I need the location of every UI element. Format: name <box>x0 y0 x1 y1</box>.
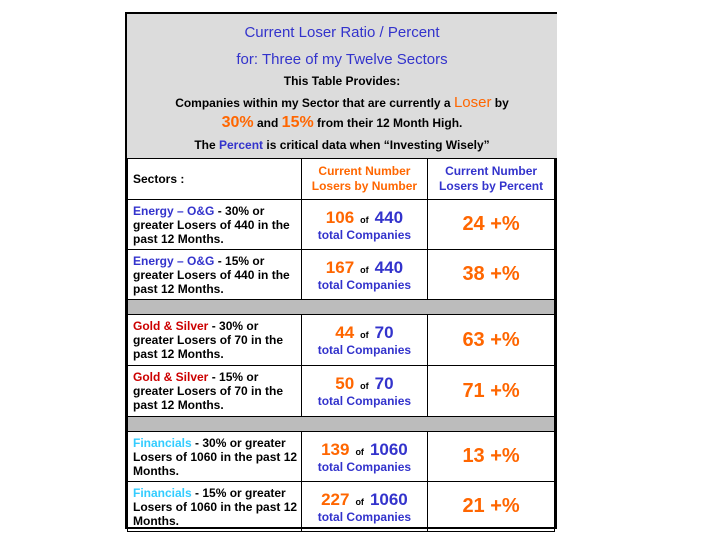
description-line-1: Companies within my Sector that are curr… <box>127 94 557 111</box>
losers-count: 44 <box>335 323 355 342</box>
number-cell: 50 of 70 total Companies <box>300 365 429 417</box>
col-header-sectors: Sectors : <box>127 158 302 200</box>
loser-percent: 13 +% <box>462 445 520 467</box>
description-text: Companies within my Sector that are curr… <box>175 96 454 110</box>
and-word: and <box>253 116 282 130</box>
total-count: 440 <box>374 207 404 227</box>
total-label: total Companies <box>317 227 412 242</box>
sector-desc: - 15% or greater Losers of 70 in the pas… <box>133 370 284 412</box>
the-word: The <box>194 138 219 152</box>
number-cell: 167 of 440 total Companies <box>300 249 429 300</box>
sector-name: Financials <box>133 485 192 500</box>
total-count: 70 <box>374 323 394 342</box>
total-label: total Companies <box>317 459 412 474</box>
table-row: Financials - 15% or greater Losers of 10… <box>127 481 555 532</box>
of-word: of <box>360 330 369 340</box>
sector-cell: Gold & Silver - 30% or greater Losers of… <box>127 314 302 366</box>
col-header-by-number: Current Number Losers by Number <box>300 158 429 200</box>
number-cell: 139 of 1060 total Companies <box>300 431 429 482</box>
sector-cell: Financials - 30% or greater Losers of 10… <box>127 431 302 482</box>
losers-count: 50 <box>335 374 355 393</box>
row-separator <box>127 299 555 315</box>
total-label: total Companies <box>317 277 412 292</box>
total-count: 440 <box>374 257 404 277</box>
sector-cell: Gold & Silver - 15% or greater Losers of… <box>127 365 302 417</box>
sector-cell: Financials - 15% or greater Losers of 10… <box>127 481 302 532</box>
total-label: total Companies <box>317 509 412 524</box>
sector-desc: - 30% or greater Losers of 440 in the pa… <box>133 203 290 246</box>
twelve-month-text: from their 12 Month High. <box>313 116 463 130</box>
description-line-2: 30% and 15% from their 12 Month High. <box>127 114 557 132</box>
total-label: total Companies <box>317 343 412 357</box>
of-word: of <box>355 446 364 457</box>
percent-cell: 38 +% <box>427 249 555 300</box>
sector-name: Energy – O&G <box>133 203 215 218</box>
loser-table: Sectors : Current Number Losers by Numbe… <box>127 158 555 532</box>
total-count: 1060 <box>369 439 408 459</box>
losers-count: 106 <box>325 207 355 227</box>
losers-count: 227 <box>321 489 350 509</box>
number-cell: 44 of 70 total Companies <box>300 314 429 366</box>
description-by: by <box>491 96 509 110</box>
loser-ratio-slide: Current Loser Ratio / Percent for: Three… <box>125 12 557 532</box>
title-line-1: Current Loser Ratio / Percent <box>244 24 440 41</box>
total-count: 70 <box>374 374 394 393</box>
sector-name: Gold & Silver <box>133 319 209 333</box>
number-cell: 227 of 1060 total Companies <box>300 481 429 532</box>
number-cell: 106 of 440 total Companies <box>300 199 429 250</box>
table-row: Financials - 30% or greater Losers of 10… <box>127 431 555 482</box>
loser-percent: 71 +% <box>462 379 520 402</box>
description-line-3: The Percent is critical data when “Inves… <box>127 138 557 152</box>
table-row: Gold & Silver - 15% or greater Losers of… <box>127 365 555 417</box>
loser-percent: 24 +% <box>462 213 520 235</box>
sector-desc: - 30% or greater Losers of 70 in the pas… <box>133 319 284 361</box>
percent-cell: 21 +% <box>427 481 555 532</box>
table-header-row: Sectors : Current Number Losers by Numbe… <box>127 158 555 200</box>
sector-cell: Energy – O&G - 15% or greater Losers of … <box>127 249 302 300</box>
table-row: Energy – O&G - 30% or greater Losers of … <box>127 199 555 250</box>
critical-text: is critical data when “Investing Wisely” <box>263 138 490 152</box>
pct-15: 15% <box>281 114 314 131</box>
percent-cell: 24 +% <box>427 199 555 250</box>
loser-percent: 21 +% <box>462 495 520 517</box>
percent-cell: 71 +% <box>427 365 555 417</box>
sector-desc: - 30% or greater Losers of 1060 in the p… <box>133 435 298 478</box>
table-row: Energy – O&G - 15% or greater Losers of … <box>127 249 555 300</box>
pct-30: 30% <box>221 114 254 131</box>
sector-name: Gold & Silver <box>133 370 209 384</box>
sector-desc: - 15% or greater Losers of 1060 in the p… <box>133 485 298 528</box>
intro-line: This Table Provides: <box>283 74 401 88</box>
sector-name: Financials <box>133 435 192 450</box>
row-separator <box>127 416 555 432</box>
percent-cell: 13 +% <box>427 431 555 482</box>
loser-percent: 63 +% <box>462 328 520 351</box>
of-word: of <box>360 381 369 391</box>
percent-cell: 63 +% <box>427 314 555 366</box>
total-count: 1060 <box>369 489 408 509</box>
of-word: of <box>360 214 369 225</box>
sector-cell: Energy – O&G - 30% or greater Losers of … <box>127 199 302 250</box>
loser-word: Loser <box>453 94 492 111</box>
percent-word: Percent <box>219 138 264 152</box>
losers-count: 139 <box>321 439 350 459</box>
sector-desc: - 15% or greater Losers of 440 in the pa… <box>133 253 290 296</box>
of-word: of <box>360 264 369 275</box>
col-header-by-percent: Current Number Losers by Percent <box>427 158 555 200</box>
title-line-2: for: Three of my Twelve Sectors <box>236 51 448 68</box>
loser-percent: 38 +% <box>462 263 520 285</box>
sector-name: Energy – O&G <box>133 253 215 268</box>
losers-count: 167 <box>325 257 355 277</box>
total-label: total Companies <box>317 394 412 408</box>
table-row: Gold & Silver - 30% or greater Losers of… <box>127 314 555 366</box>
slide-header: Current Loser Ratio / Percent for: Three… <box>127 14 557 159</box>
of-word: of <box>355 496 364 507</box>
